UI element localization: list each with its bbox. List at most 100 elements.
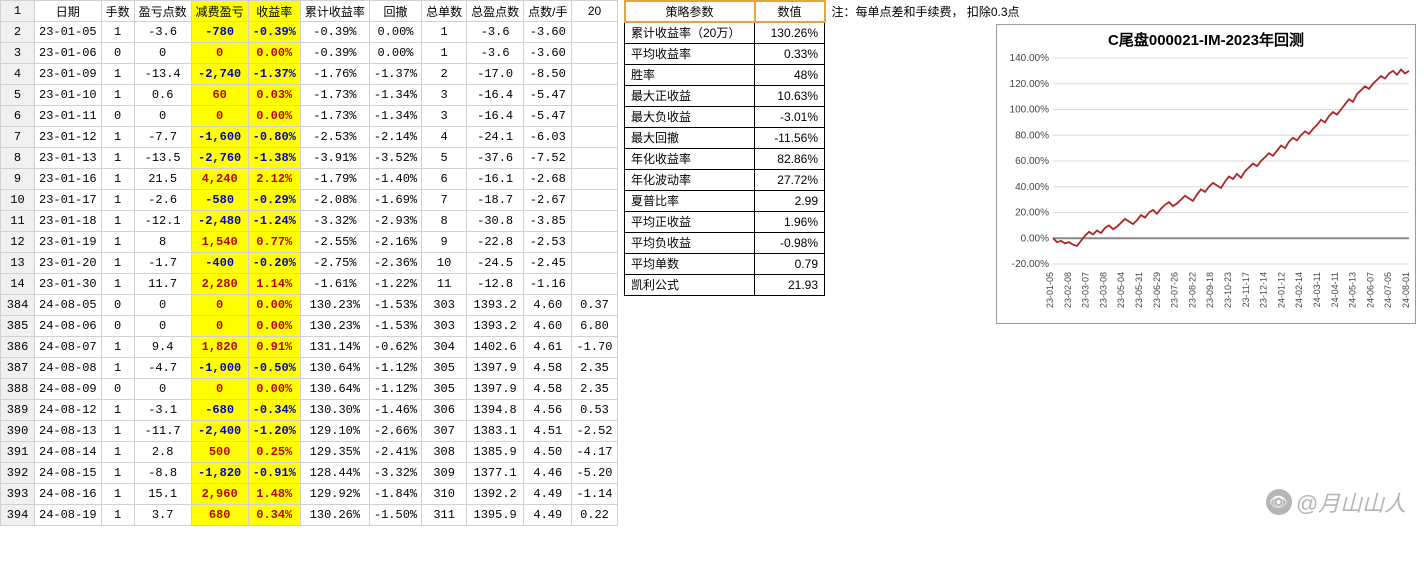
cell[interactable]: -1.38% <box>248 148 300 169</box>
cell[interactable]: 1 <box>422 43 467 64</box>
cell[interactable]: 24-08-16 <box>35 484 102 505</box>
cell[interactable]: -1.53% <box>369 316 421 337</box>
cell[interactable]: 1 <box>101 22 134 43</box>
cell[interactable]: -2,480 <box>191 211 248 232</box>
param-name[interactable]: 最大回撤 <box>625 127 755 148</box>
cell[interactable]: -0.39% <box>248 22 300 43</box>
cell[interactable]: -2.52 <box>572 421 617 442</box>
cell[interactable]: 1 <box>101 274 134 295</box>
cell[interactable]: -1.34% <box>369 106 421 127</box>
cell[interactable]: 6 <box>422 169 467 190</box>
cell[interactable]: -13.4 <box>134 64 191 85</box>
cell[interactable]: 1.48% <box>248 484 300 505</box>
cell[interactable] <box>572 274 617 295</box>
cell[interactable]: 311 <box>422 505 467 526</box>
cell[interactable]: 1,820 <box>191 337 248 358</box>
cell[interactable]: 0.91% <box>248 337 300 358</box>
row-header[interactable]: 13 <box>1 253 35 274</box>
row-header[interactable]: 386 <box>1 337 35 358</box>
cell[interactable]: -2,740 <box>191 64 248 85</box>
cell[interactable]: 680 <box>191 505 248 526</box>
cell[interactable]: -2,760 <box>191 148 248 169</box>
col-header[interactable]: 点数/手 <box>524 1 572 22</box>
cell[interactable]: 8 <box>422 211 467 232</box>
cell[interactable]: -1.22% <box>369 274 421 295</box>
cell[interactable]: -400 <box>191 253 248 274</box>
row-header[interactable]: 9 <box>1 169 35 190</box>
cell[interactable]: 2,960 <box>191 484 248 505</box>
row-header[interactable]: 391 <box>1 442 35 463</box>
row-header[interactable]: 6 <box>1 106 35 127</box>
cell[interactable]: 1 <box>101 85 134 106</box>
cell[interactable]: 129.35% <box>300 442 369 463</box>
cell[interactable]: 128.44% <box>300 463 369 484</box>
cell[interactable]: -2.68 <box>524 169 572 190</box>
cell[interactable]: -0.29% <box>248 190 300 211</box>
param-name[interactable]: 平均单数 <box>625 253 755 274</box>
cell[interactable]: 1 <box>101 253 134 274</box>
col-header[interactable]: 累计收益率 <box>300 1 369 22</box>
cell[interactable]: -2.66% <box>369 421 421 442</box>
cell[interactable]: 0.25% <box>248 442 300 463</box>
cell[interactable]: 0.00% <box>369 22 421 43</box>
cell[interactable]: 130.23% <box>300 316 369 337</box>
cell[interactable]: -1.84% <box>369 484 421 505</box>
cell[interactable]: 23-01-19 <box>35 232 102 253</box>
param-value[interactable]: -0.98% <box>755 232 825 253</box>
cell[interactable]: -0.39% <box>300 22 369 43</box>
cell[interactable]: 0 <box>191 43 248 64</box>
cell[interactable] <box>572 106 617 127</box>
cell[interactable]: 23-01-18 <box>35 211 102 232</box>
cell[interactable]: 1 <box>101 211 134 232</box>
cell[interactable]: -16.1 <box>467 169 524 190</box>
cell[interactable]: 1385.9 <box>467 442 524 463</box>
cell[interactable]: -2.93% <box>369 211 421 232</box>
cell[interactable]: 1,540 <box>191 232 248 253</box>
cell[interactable]: -1.46% <box>369 400 421 421</box>
cell[interactable]: -1.53% <box>369 295 421 316</box>
cell[interactable]: -1.70 <box>572 337 617 358</box>
cell[interactable]: -1.34% <box>369 85 421 106</box>
cell[interactable]: -2.53 <box>524 232 572 253</box>
row-header[interactable]: 387 <box>1 358 35 379</box>
cell[interactable]: -0.34% <box>248 400 300 421</box>
cell[interactable]: 8 <box>134 232 191 253</box>
cell[interactable]: 4.60 <box>524 295 572 316</box>
cell[interactable] <box>572 43 617 64</box>
param-value[interactable]: 82.86% <box>755 148 825 169</box>
cell[interactable]: 1 <box>422 22 467 43</box>
cell[interactable]: 0.03% <box>248 85 300 106</box>
cell[interactable]: -11.7 <box>134 421 191 442</box>
cell[interactable] <box>572 169 617 190</box>
cell[interactable]: 5 <box>422 148 467 169</box>
cell[interactable]: 0.00% <box>248 43 300 64</box>
cell[interactable]: 9.4 <box>134 337 191 358</box>
row-header[interactable]: 10 <box>1 190 35 211</box>
cell[interactable]: 1 <box>101 463 134 484</box>
cell[interactable]: 303 <box>422 316 467 337</box>
cell[interactable]: -18.7 <box>467 190 524 211</box>
param-name[interactable]: 年化收益率 <box>625 148 755 169</box>
row-header[interactable]: 385 <box>1 316 35 337</box>
params-table[interactable]: 策略参数 数值 注：每单点差和手续费， 扣除0.3点 累计收益率（20万）130… <box>624 0 1027 296</box>
cell[interactable]: 24-08-05 <box>35 295 102 316</box>
cell[interactable]: -1,000 <box>191 358 248 379</box>
cell[interactable]: 303 <box>422 295 467 316</box>
cell[interactable]: -0.39% <box>300 43 369 64</box>
cell[interactable]: 24-08-14 <box>35 442 102 463</box>
cell[interactable]: -8.50 <box>524 64 572 85</box>
cell[interactable]: 23-01-13 <box>35 148 102 169</box>
cell[interactable]: 130.26% <box>300 505 369 526</box>
row-header[interactable]: 12 <box>1 232 35 253</box>
cell[interactable]: -30.8 <box>467 211 524 232</box>
param-name[interactable]: 年化波动率 <box>625 169 755 190</box>
cell[interactable]: -2.75% <box>300 253 369 274</box>
cell[interactable]: -1.79% <box>300 169 369 190</box>
cell[interactable]: 4,240 <box>191 169 248 190</box>
cell[interactable]: -4.17 <box>572 442 617 463</box>
cell[interactable]: 1 <box>101 484 134 505</box>
cell[interactable]: -2.53% <box>300 127 369 148</box>
cell[interactable]: 23-01-11 <box>35 106 102 127</box>
row-header[interactable]: 394 <box>1 505 35 526</box>
col-header[interactable]: 总盈点数 <box>467 1 524 22</box>
